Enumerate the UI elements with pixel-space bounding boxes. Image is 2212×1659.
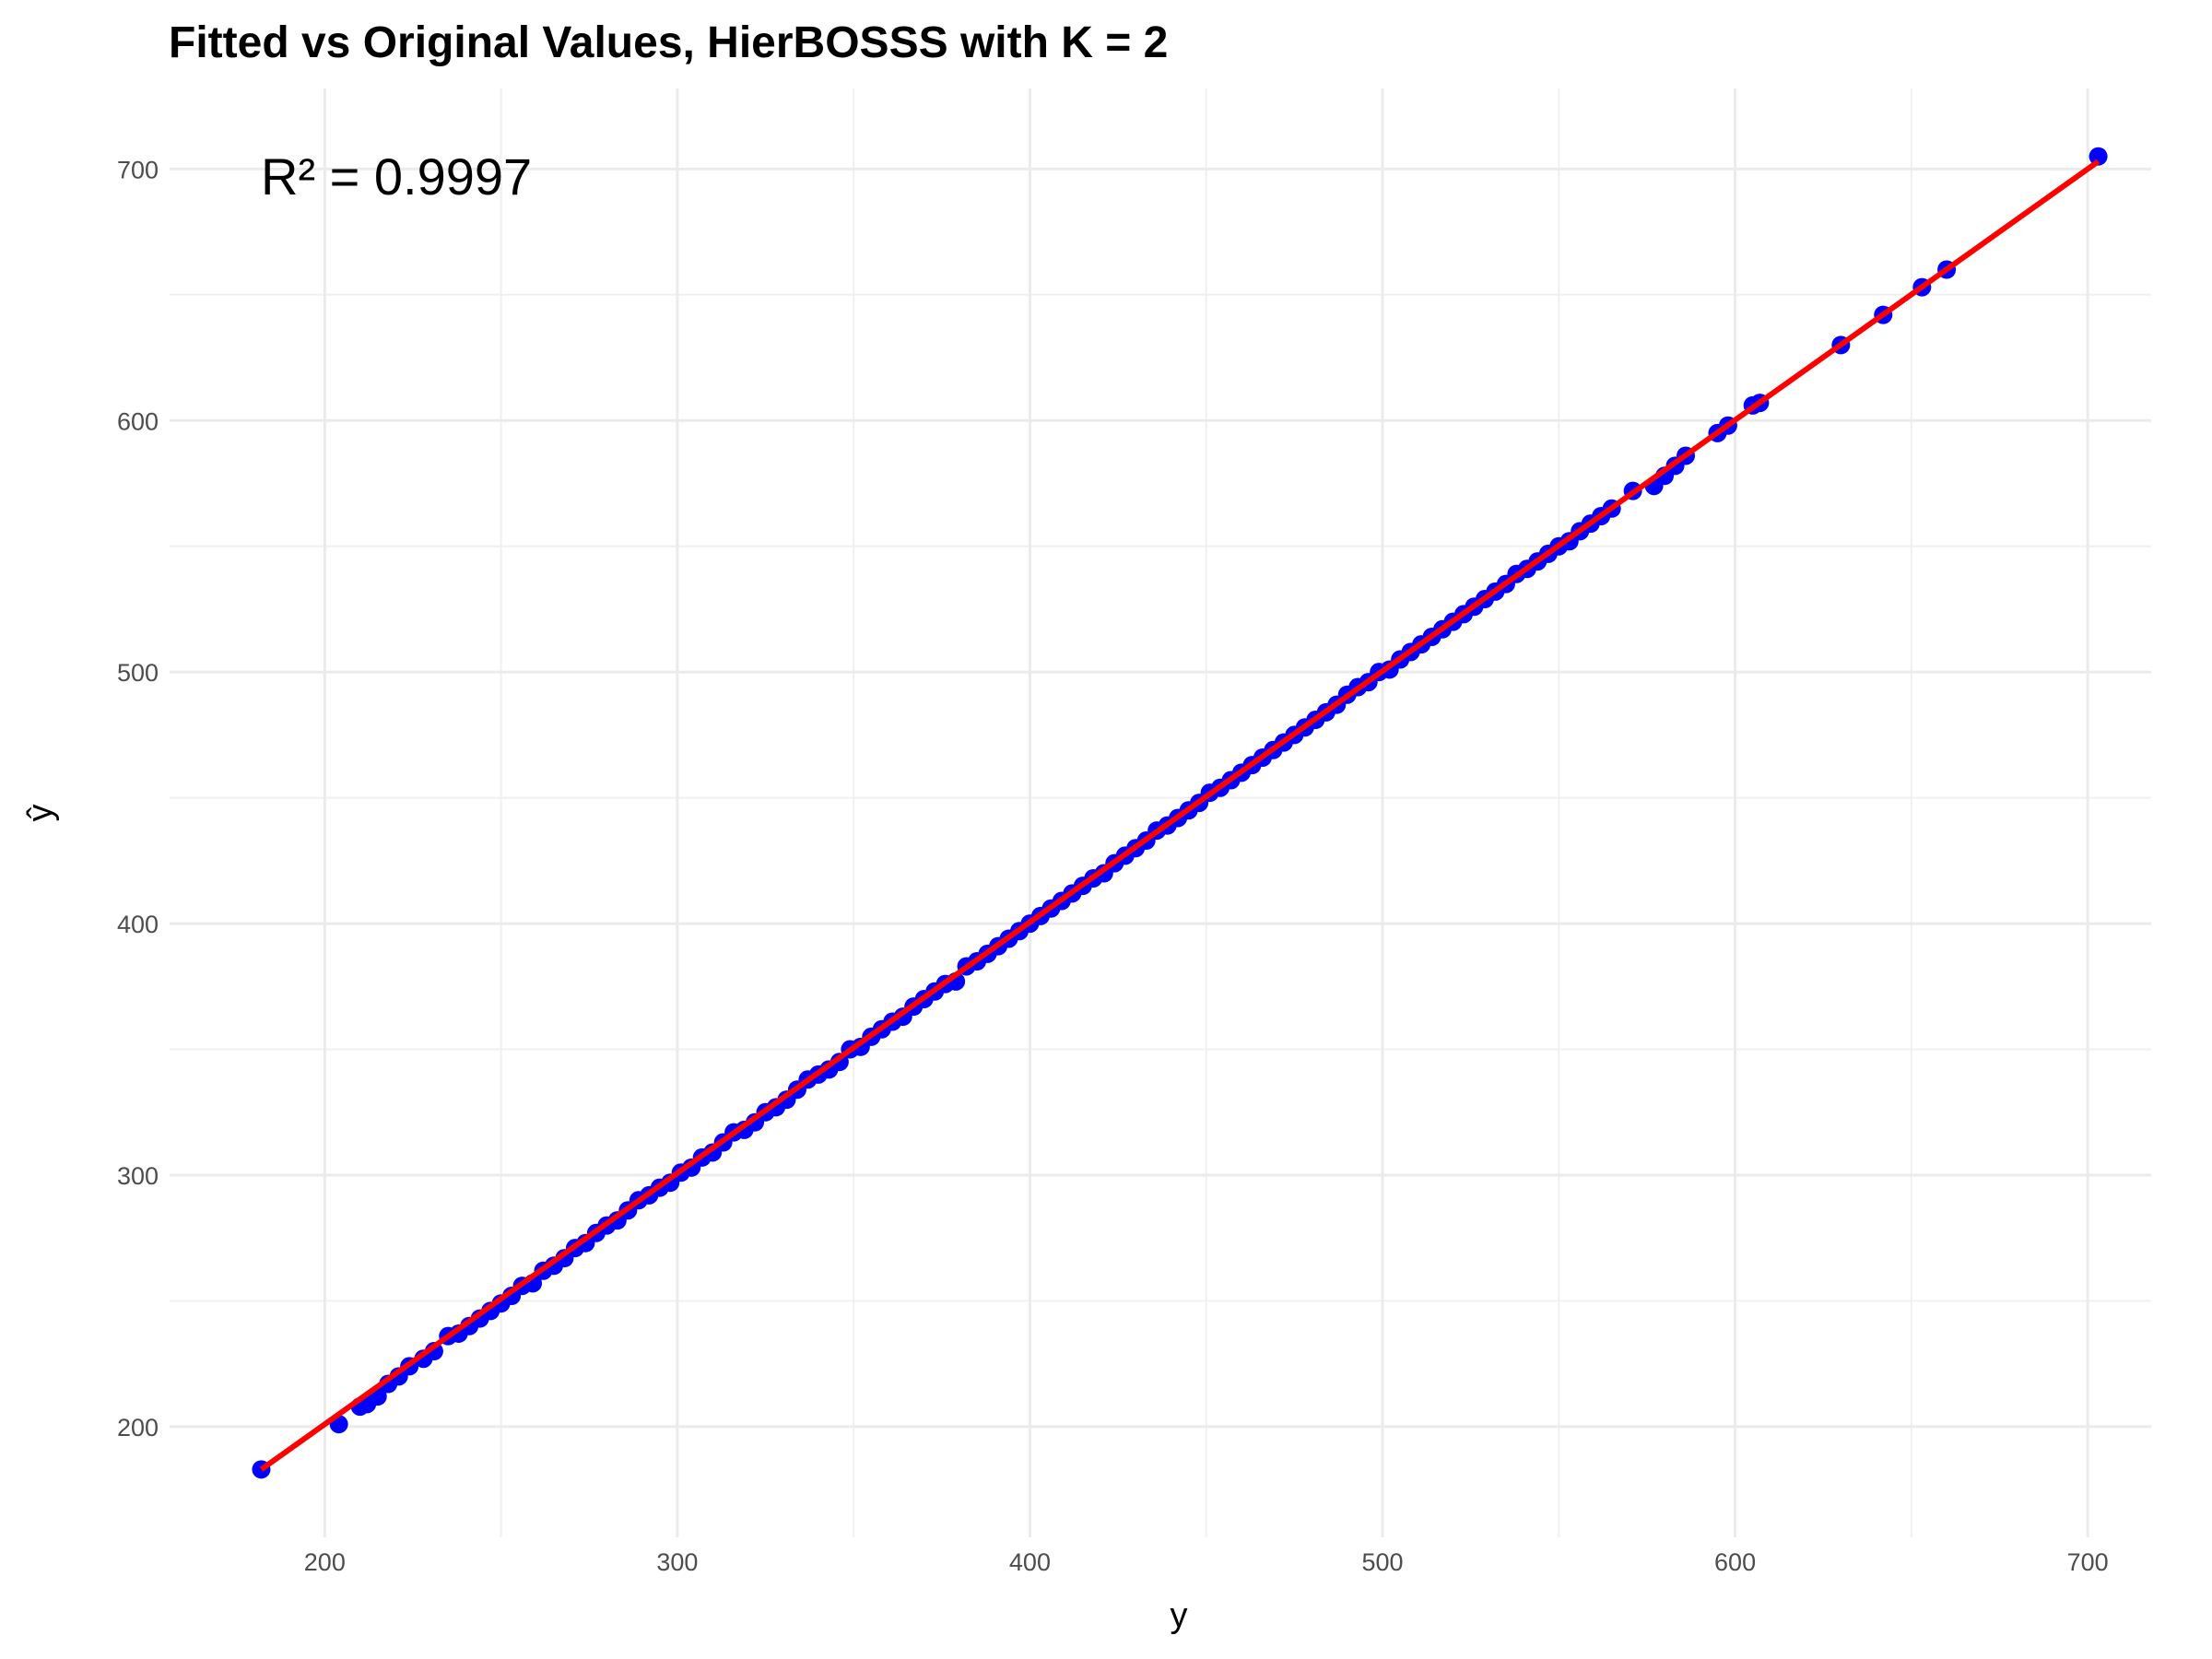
- y-tick-label: 500: [117, 659, 159, 687]
- chart-title: Fitted vs Original Values, HierBOSSS wit…: [169, 18, 1168, 67]
- x-tick-label: 200: [304, 1548, 346, 1576]
- x-tick-label: 300: [656, 1548, 698, 1576]
- y-tick-label: 700: [117, 156, 159, 183]
- x-axis-label: y: [1171, 1596, 1188, 1635]
- r-squared-annotation: R² = 0.9997: [261, 147, 532, 206]
- x-tick-label: 500: [1361, 1548, 1403, 1576]
- data-point: [2088, 147, 2108, 166]
- x-tick-label: 700: [2067, 1548, 2109, 1576]
- y-tick-labels: 200 300 400 500 600 700: [117, 156, 159, 1441]
- y-tick-label: 400: [117, 911, 159, 938]
- x-tick-labels: 200 300 400 500 600 700: [304, 1548, 2109, 1576]
- y-axis-label: ŷ: [21, 805, 60, 822]
- x-tick-label: 400: [1009, 1548, 1051, 1576]
- y-tick-label: 200: [117, 1414, 159, 1441]
- y-tick-label: 600: [117, 407, 159, 435]
- fit-line: [259, 159, 2100, 1472]
- y-tick-label: 300: [117, 1162, 159, 1190]
- x-tick-label: 600: [1714, 1548, 1756, 1576]
